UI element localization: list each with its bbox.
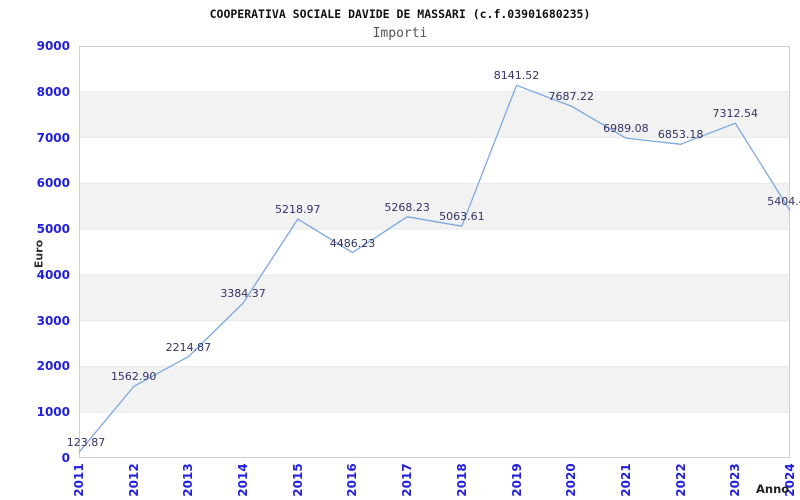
data-point-label: 7687.22 bbox=[548, 90, 594, 104]
x-tick-label: 2017 bbox=[400, 463, 415, 497]
data-point-label: 5404.44 bbox=[767, 194, 800, 208]
x-tick-label: 2022 bbox=[673, 463, 688, 497]
x-tick-label: 2012 bbox=[126, 463, 141, 497]
y-axis-title: Euro bbox=[32, 239, 46, 269]
data-point-label: 5063.61 bbox=[439, 210, 485, 224]
y-tick-label: 6000 bbox=[36, 176, 70, 191]
y-tick-label: 0 bbox=[61, 451, 70, 465]
x-tick-label: 2019 bbox=[509, 463, 524, 497]
data-point-label: 3384.37 bbox=[220, 287, 266, 301]
chart-subtitle: Importi bbox=[372, 26, 428, 41]
y-tick-label: 9000 bbox=[36, 39, 70, 53]
x-tick-label: 2013 bbox=[181, 463, 196, 497]
plot-band bbox=[79, 91, 790, 138]
plot-band bbox=[79, 366, 790, 413]
data-point-label: 7312.54 bbox=[712, 107, 759, 121]
y-tick-label: 5000 bbox=[36, 222, 70, 237]
y-tick-label: 2000 bbox=[36, 359, 70, 374]
data-point-label: 5218.97 bbox=[275, 203, 321, 217]
y-tick-label: 1000 bbox=[36, 405, 70, 420]
data-point-label: 4486.23 bbox=[329, 236, 376, 250]
data-point-label: 6989.08 bbox=[603, 122, 649, 136]
y-tick-label: 7000 bbox=[36, 130, 70, 145]
x-tick-label: 2021 bbox=[618, 463, 633, 497]
plot-border bbox=[79, 46, 790, 458]
series-line bbox=[79, 84, 791, 453]
x-tick-label: 2018 bbox=[454, 463, 469, 497]
y-tick-label: 3000 bbox=[36, 313, 70, 328]
plot-band bbox=[79, 183, 790, 230]
x-tick-label: 2011 bbox=[72, 463, 86, 497]
data-point-label: 123.87 bbox=[66, 436, 106, 450]
chart-title: COOPERATIVA SOCIALE DAVIDE DE MASSARI (c… bbox=[209, 7, 591, 21]
x-tick-label: 2016 bbox=[345, 463, 360, 497]
plot-band bbox=[79, 274, 790, 321]
data-point-label: 8141.52 bbox=[493, 69, 540, 83]
x-tick-label: 2020 bbox=[564, 463, 579, 497]
y-tick-label: 4000 bbox=[36, 267, 70, 282]
x-tick-label: 2014 bbox=[236, 463, 251, 497]
x-axis-title: Anno bbox=[756, 482, 790, 496]
data-point-label: 5268.23 bbox=[384, 200, 430, 214]
data-point-label: 6853.18 bbox=[657, 128, 704, 142]
y-tick-label: 8000 bbox=[36, 84, 70, 99]
data-point-label: 2214.87 bbox=[165, 340, 212, 354]
data-point-label: 1562.90 bbox=[110, 370, 157, 384]
x-tick-label: 2015 bbox=[290, 463, 305, 497]
x-tick-label: 2023 bbox=[728, 463, 743, 497]
plot-area bbox=[79, 46, 791, 458]
